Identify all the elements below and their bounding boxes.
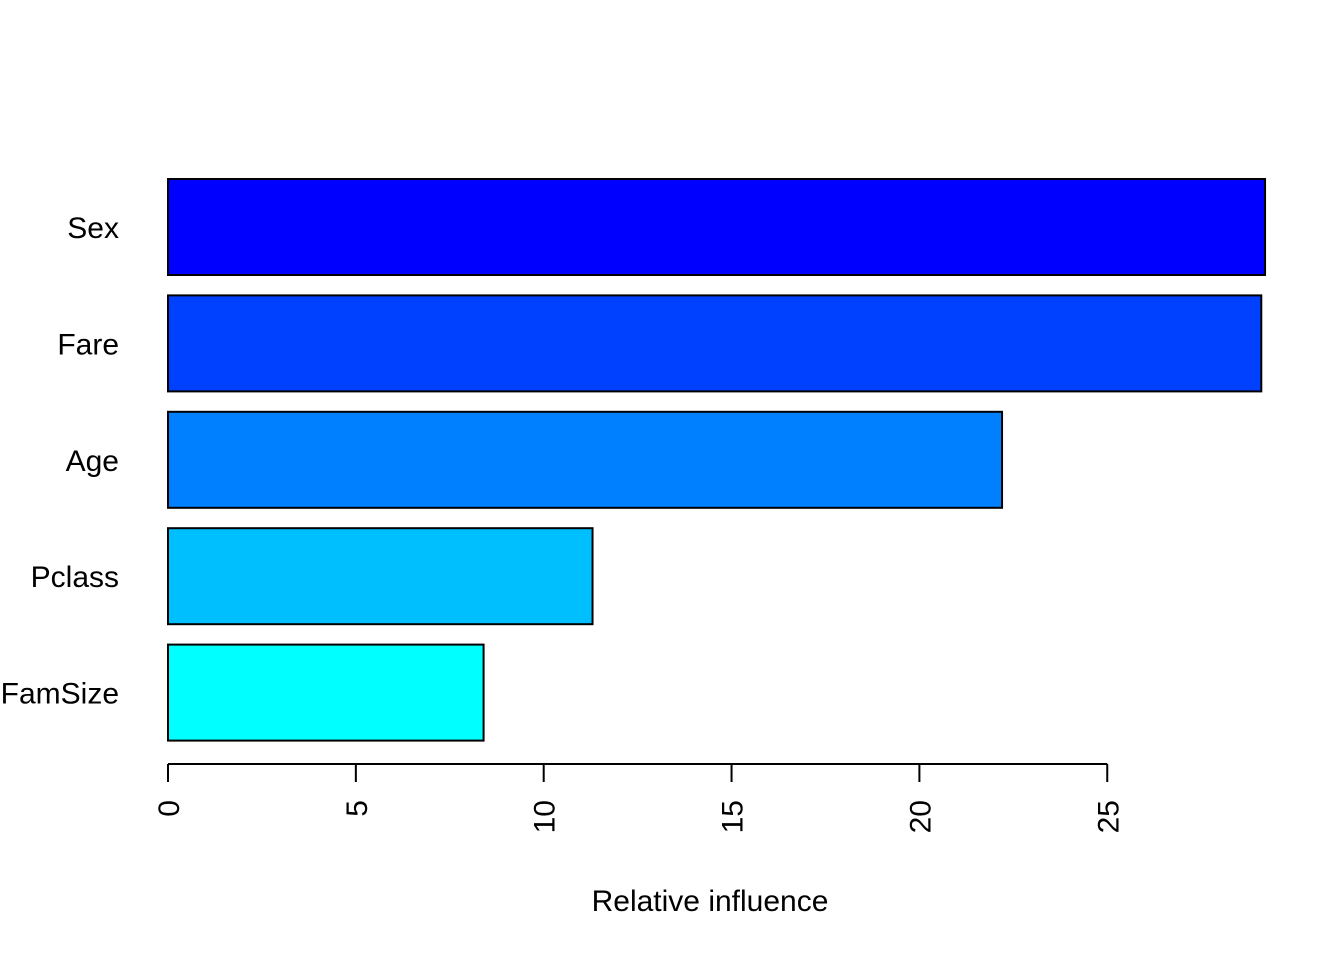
bar-age [167,410,1004,509]
x-axis-title: Relative influence [592,885,829,918]
category-label-famsize: FamSize [1,678,119,711]
bar-pclass [167,527,594,626]
x-tick-label-25: 25 [1092,800,1125,833]
x-tick-label-20: 20 [904,800,937,833]
category-labels: Sex Fare Age Pclass FamSize [1,212,119,711]
category-label-fare: Fare [57,328,119,361]
x-tick-label-15: 15 [717,800,750,833]
category-label-sex: Sex [67,212,119,245]
x-tick-label-0: 0 [153,800,186,817]
bar-sex [167,178,1267,276]
x-tick-label-10: 10 [529,800,562,833]
bar-famsize [167,643,485,742]
x-tick-label-5: 5 [341,800,374,817]
category-label-pclass: Pclass [31,561,119,594]
bars-layer [167,178,1267,742]
bar-fare [167,294,1263,393]
x-axis: 0 5 10 15 20 25 [153,763,1125,833]
category-label-age: Age [66,445,119,478]
